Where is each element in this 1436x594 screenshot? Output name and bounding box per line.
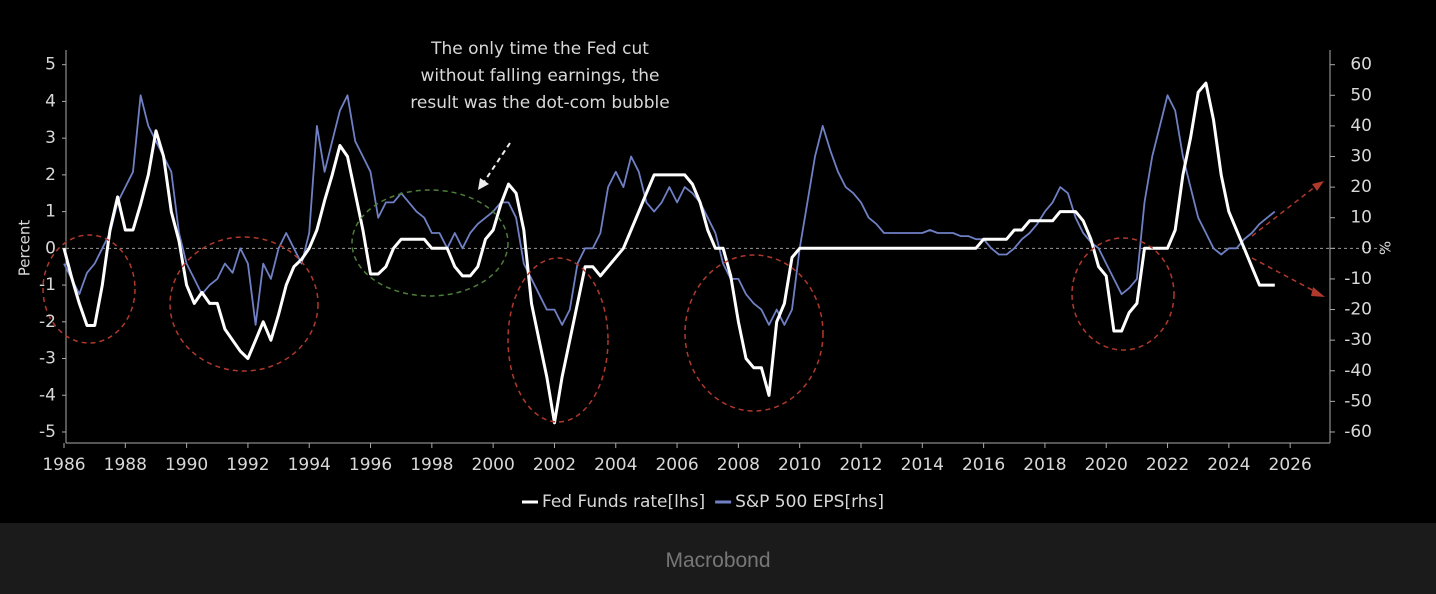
x-tick-label: 1988 — [104, 455, 147, 475]
x-tick-label: 2022 — [1146, 455, 1189, 475]
series-line — [63, 94, 1276, 326]
circle — [42, 234, 136, 344]
y2-tick-label: 20 — [1350, 177, 1372, 197]
y2-tick-label: 30 — [1350, 147, 1372, 167]
x-tick-label: 1998 — [410, 455, 453, 475]
highlight-circles — [42, 185, 1317, 423]
x-tick-label: 2014 — [901, 455, 944, 475]
legend-label: S&P 500 EPS[rhs] — [735, 492, 884, 512]
annotation: The only time the Fed cut — [430, 39, 649, 59]
y-tick-label: -3 — [39, 349, 56, 369]
x-tick-label: 2002 — [533, 455, 576, 475]
annotation-arrow — [483, 142, 511, 183]
y-axis-label: Percent — [16, 220, 34, 277]
annotation: without falling earnings, the — [420, 66, 659, 86]
y2-tick-label: 10 — [1350, 208, 1372, 228]
circle — [507, 257, 609, 423]
circle — [684, 254, 824, 412]
circle — [169, 236, 319, 372]
y2-tick-label: 50 — [1350, 85, 1372, 105]
legend: Fed Funds rate[lhs] S&P 500 EPS[rhs] — [522, 492, 884, 512]
circle — [351, 189, 509, 297]
plot-area — [62, 50, 1390, 448]
y2-tick-label: -60 — [1344, 422, 1372, 442]
circle — [1071, 237, 1175, 351]
y-tick-label: -4 — [39, 385, 56, 405]
x-tick-label: 2008 — [717, 455, 760, 475]
y-tick-label: 0 — [45, 238, 56, 258]
x-tick-label: 2004 — [594, 455, 637, 475]
y-tick-label: 5 — [45, 55, 56, 75]
x-tick-label: 1996 — [349, 455, 392, 475]
y2-tick-label: -10 — [1344, 269, 1372, 289]
footer-text: Macrobond — [665, 549, 771, 572]
y-tick-label: 3 — [45, 128, 56, 148]
x-tick-label: 2026 — [1269, 455, 1312, 475]
x-tick-label: 2000 — [472, 455, 515, 475]
x-tick-label: 2010 — [778, 455, 821, 475]
arrow-head — [478, 178, 489, 190]
y2-tick-label: -40 — [1344, 361, 1372, 381]
arrow-head — [1312, 181, 1324, 191]
y-tick-label: 4 — [45, 91, 56, 111]
trend-arrow — [1251, 185, 1317, 237]
x-tick-label: 1986 — [42, 455, 85, 475]
x-tick-label: 1992 — [226, 455, 269, 475]
x-tick-label: 2006 — [655, 455, 698, 475]
x-tick-label: 1994 — [288, 455, 331, 475]
y-tick-label: 1 — [45, 202, 56, 222]
x-tick-label: 2012 — [839, 455, 882, 475]
background — [0, 0, 1436, 523]
y-tick-label: -1 — [39, 275, 56, 295]
chart: The only time the Fed cut without fallin… — [0, 0, 1436, 523]
trend-arrow — [1251, 257, 1317, 293]
x-tick-label: 2024 — [1207, 455, 1250, 475]
y2-axis-label: % — [1377, 241, 1395, 255]
y2-tick-label: -20 — [1344, 300, 1372, 320]
y2-tick-label: 0 — [1361, 238, 1372, 258]
series-line — [62, 81, 1275, 425]
y2-tick-label: -30 — [1344, 330, 1372, 350]
x-tick-label: 1990 — [165, 455, 208, 475]
x-tick-label: 2020 — [1085, 455, 1128, 475]
footer — [0, 523, 1436, 594]
y2-tick-label: 40 — [1350, 116, 1372, 136]
y2-tick-label: 60 — [1350, 55, 1372, 75]
arrow-head — [1311, 287, 1325, 297]
y2-tick-label: -50 — [1344, 391, 1372, 411]
x-tick-label: 2018 — [1023, 455, 1066, 475]
y-tick-label: 2 — [45, 165, 56, 185]
y-tick-label: -2 — [39, 312, 56, 332]
y-tick-label: -5 — [39, 422, 56, 442]
x-tick-label: 2016 — [962, 455, 1005, 475]
annotation: result was the dot-com bubble — [410, 93, 669, 113]
legend-label: Fed Funds rate[lhs] — [542, 492, 705, 512]
